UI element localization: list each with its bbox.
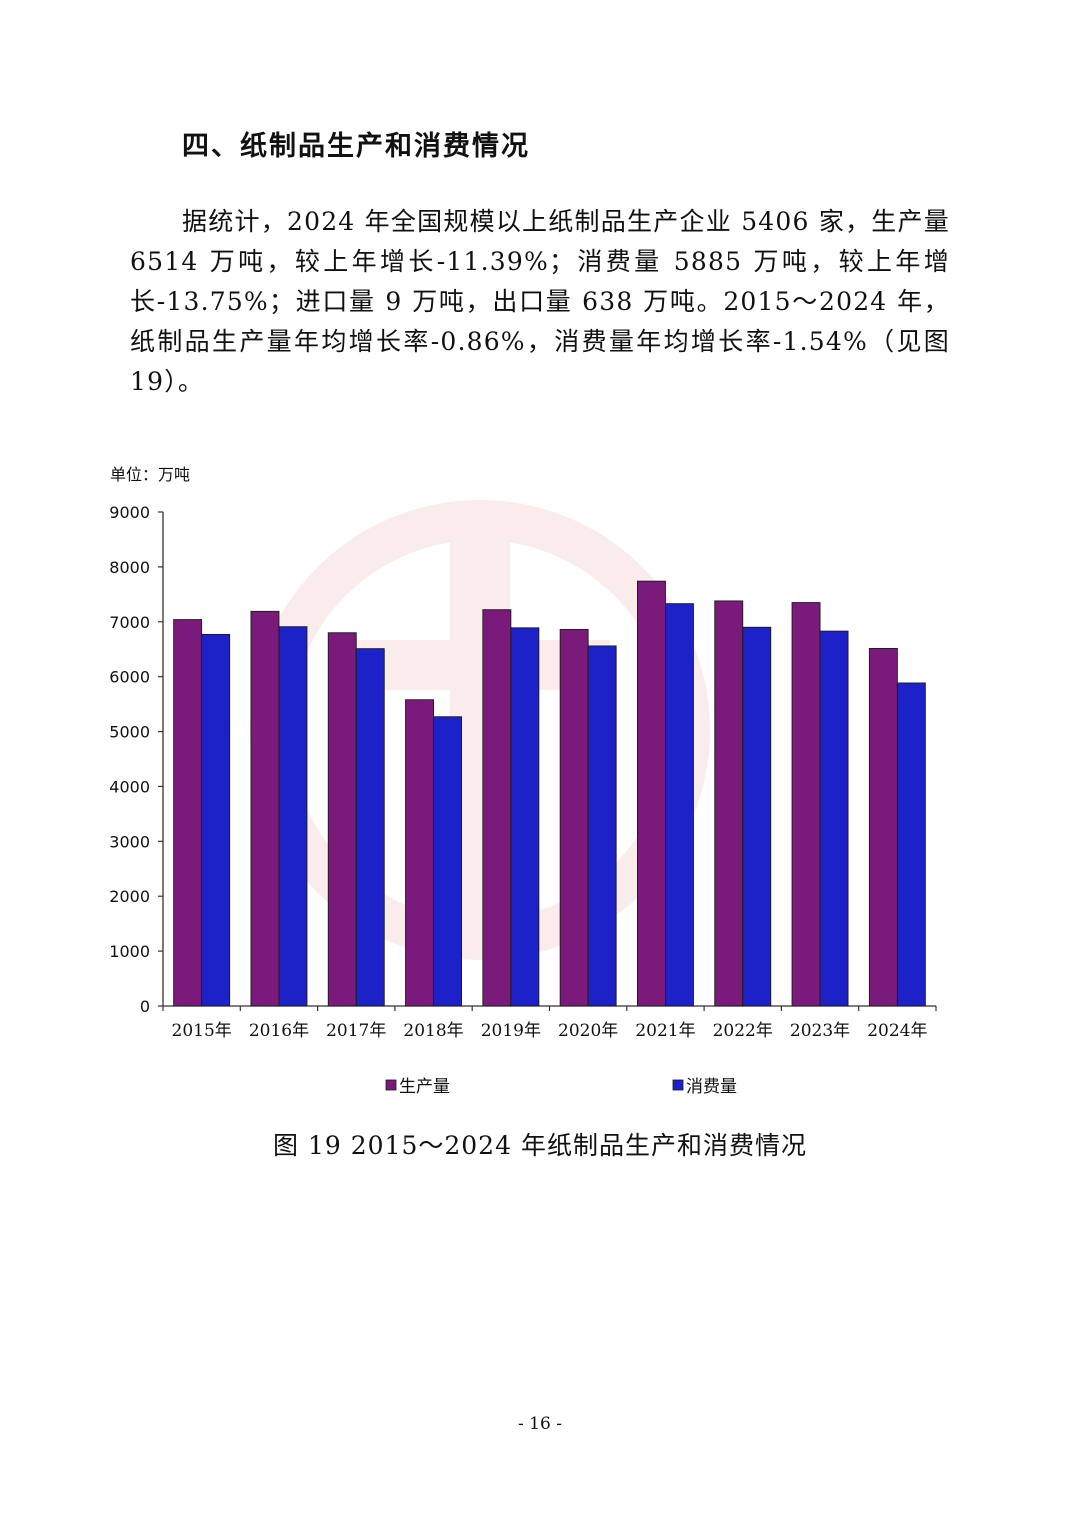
y-tick-label: 8000 bbox=[109, 558, 150, 577]
legend-label: 消费量 bbox=[686, 1077, 737, 1097]
bar-production-6 bbox=[637, 580, 666, 1007]
bar-consumption-4 bbox=[510, 627, 540, 1007]
y-tick-label: 6000 bbox=[109, 668, 150, 687]
bar-production-2 bbox=[327, 632, 357, 1007]
bar-production-9 bbox=[868, 648, 898, 1007]
body-paragraph: 据统计，2024 年全国规模以上纸制品生产企业 5406 家，生产量 6514 … bbox=[130, 207, 950, 396]
x-tick-label: 2016年 bbox=[249, 1021, 309, 1041]
x-tick-label: 2021年 bbox=[635, 1021, 695, 1041]
bar-consumption-9 bbox=[896, 682, 926, 1007]
y-tick-label: 9000 bbox=[109, 503, 150, 522]
y-axis-ticks: 0 1000 2000 3000 4000 5000 6000 7000 8000 9000 bbox=[109, 503, 163, 1016]
bar-production-7 bbox=[714, 600, 744, 1007]
chart-bars bbox=[173, 580, 926, 1007]
bar-consumption-1 bbox=[278, 626, 308, 1007]
y-tick-label: 7000 bbox=[109, 613, 150, 632]
figure-caption: 图 19 2015～2024 年纸制品生产和消费情况 bbox=[273, 1131, 807, 1160]
y-tick-label: 4000 bbox=[109, 777, 150, 796]
page-number: - 16 - bbox=[518, 1414, 562, 1434]
y-tick-label: 2000 bbox=[109, 887, 150, 906]
bar-production-4 bbox=[482, 609, 512, 1007]
x-tick-label: 2015年 bbox=[172, 1021, 232, 1041]
y-tick-label: 0 bbox=[140, 997, 150, 1016]
bar-production-5 bbox=[559, 629, 589, 1007]
y-tick-label: 3000 bbox=[109, 832, 150, 851]
legend-label: 生产量 bbox=[399, 1077, 450, 1097]
chart-legend: 生产量 消费量 bbox=[385, 1077, 737, 1097]
x-tick-label: 2024年 bbox=[867, 1021, 927, 1041]
bar-production-8 bbox=[791, 602, 821, 1007]
y-tick-label: 5000 bbox=[109, 723, 150, 742]
x-tick-label: 2017年 bbox=[326, 1021, 386, 1041]
bar-consumption-2 bbox=[355, 648, 385, 1007]
bar-production-1 bbox=[250, 610, 280, 1007]
y-tick-label: 1000 bbox=[109, 942, 150, 961]
bar-consumption-3 bbox=[433, 716, 462, 1007]
bar-production-3 bbox=[405, 699, 434, 1007]
x-tick-label: 2018年 bbox=[403, 1021, 463, 1041]
bar-consumption-7 bbox=[742, 626, 772, 1007]
legend-swatch bbox=[672, 1079, 684, 1091]
bar-production-0 bbox=[173, 619, 203, 1007]
bar-consumption-0 bbox=[201, 633, 231, 1007]
bar-consumption-6 bbox=[665, 603, 694, 1007]
section-heading: 四、纸制品生产和消费情况 bbox=[182, 131, 530, 162]
bar-consumption-8 bbox=[819, 630, 849, 1007]
unit-label: 单位：万吨 bbox=[110, 465, 190, 484]
x-axis-labels: 2015年 2016年 2017年 2018年 2019年 2020年 2021年 2022年… bbox=[162, 1006, 937, 1041]
legend-swatch bbox=[385, 1079, 397, 1091]
x-tick-label: 2022年 bbox=[713, 1021, 773, 1041]
x-tick-label: 2023年 bbox=[790, 1021, 850, 1041]
bar-consumption-5 bbox=[587, 645, 617, 1007]
x-tick-label: 2020年 bbox=[558, 1021, 618, 1041]
x-tick-label: 2019年 bbox=[481, 1021, 541, 1041]
